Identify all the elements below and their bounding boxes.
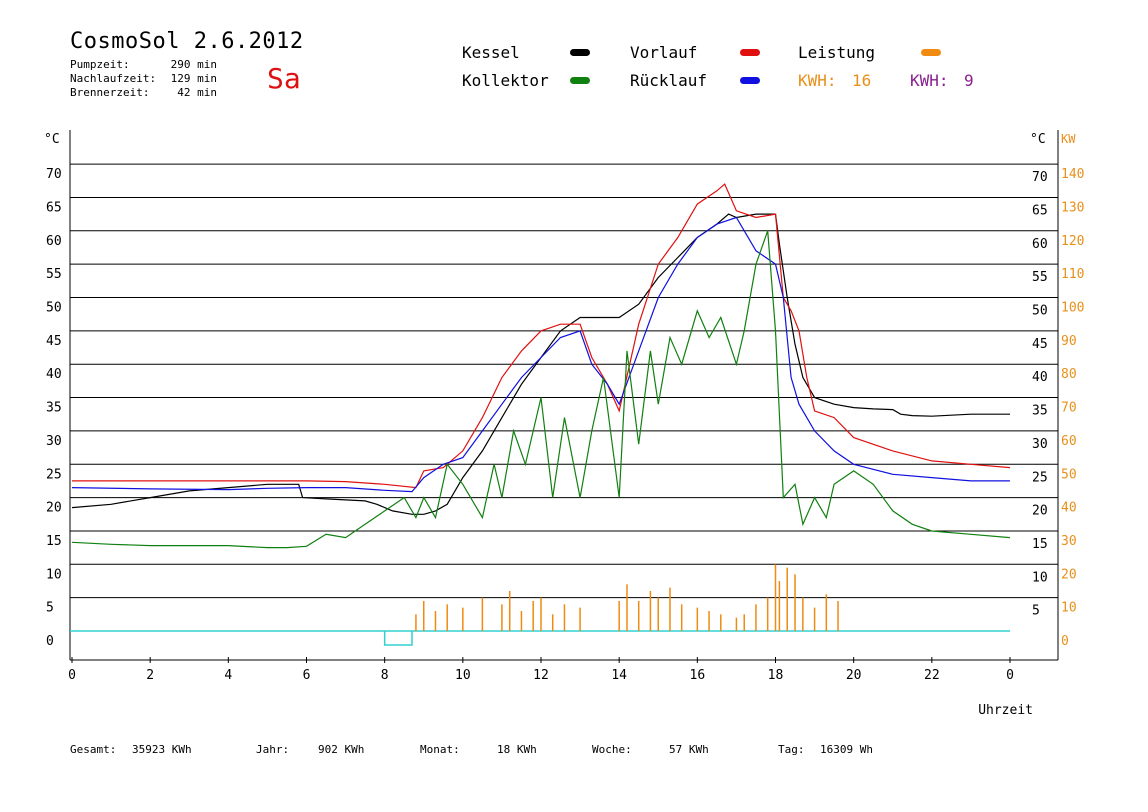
kw-unit-label: KW: [1061, 132, 1076, 146]
right-tick-15: 15: [1032, 537, 1048, 552]
left-tick-15: 15: [46, 534, 62, 549]
legend-ruecklauf-label: Rücklauf: [630, 71, 708, 90]
footer-gesamt-label: Gesamt:: [70, 743, 117, 756]
x-tick-0: 0: [68, 668, 76, 683]
x-tick-8: 16: [690, 668, 706, 683]
right-tick-35: 35: [1032, 404, 1048, 419]
kw-tick-90: 90: [1061, 334, 1077, 349]
left-tick-60: 60: [46, 234, 62, 249]
right-tick-20: 20: [1032, 504, 1048, 519]
legend-kessel-swatch: [570, 49, 590, 56]
right-tick-45: 45: [1032, 337, 1048, 352]
x-tick-11: 22: [924, 668, 940, 683]
burner-marker: [383, 631, 413, 646]
x-tick-10: 20: [846, 668, 862, 683]
left-tick-5: 5: [46, 601, 54, 616]
stat-brennerzeit-value: 42 min: [177, 86, 217, 99]
stat-pumpzeit-value: 290 min: [170, 58, 217, 71]
footer-jahr-label: Jahr:: [256, 743, 290, 756]
kw-tick-10: 10: [1061, 601, 1077, 616]
legend-leistung-label: Leistung: [798, 43, 876, 62]
footer-tag-value: 16309 Wh: [820, 743, 873, 756]
left-unit-label: °C: [44, 132, 60, 147]
footer-tag-label: Tag:: [778, 743, 805, 756]
kw-tick-100: 100: [1061, 301, 1084, 316]
legend-kollektor-label: Kollektor: [462, 71, 549, 90]
right-tick-25: 25: [1032, 470, 1048, 485]
left-tick-0: 0: [46, 634, 54, 649]
left-tick-55: 55: [46, 267, 62, 282]
kw-tick-80: 80: [1061, 367, 1077, 382]
right-tick-30: 30: [1032, 437, 1048, 452]
footer-monat-label: Monat:: [420, 743, 460, 756]
right-tick-55: 55: [1032, 270, 1048, 285]
weekday-label: Sa: [267, 62, 301, 95]
left-tick-35: 35: [46, 401, 62, 416]
left-tick-10: 10: [46, 567, 62, 582]
stat-pumpzeit-label: Pumpzeit:: [70, 58, 130, 71]
right-tick-65: 65: [1032, 203, 1048, 218]
kw-tick-70: 70: [1061, 401, 1077, 416]
series-vorlauf-line: [72, 183, 1011, 489]
kwh-second-value: 9: [964, 71, 974, 90]
footer-gesamt-value: 35923 KWh: [132, 743, 192, 756]
right-tick-50: 50: [1032, 304, 1048, 319]
stat-brennerzeit-label: Brennerzeit:: [70, 86, 150, 99]
x-axis-label: Uhrzeit: [978, 703, 1033, 718]
legend-vorlauf-label: Vorlauf: [630, 43, 698, 62]
legend-leistung-swatch: [921, 49, 941, 56]
right-tick-70: 70: [1032, 170, 1048, 185]
left-tick-20: 20: [46, 501, 62, 516]
left-tick-30: 30: [46, 434, 62, 449]
legend-ruecklauf-swatch: [740, 77, 760, 84]
left-tick-65: 65: [46, 200, 62, 215]
x-tick-3: 6: [303, 668, 311, 683]
left-tick-40: 40: [46, 367, 62, 382]
series-kessel-line: [71, 213, 1010, 515]
kw-tick-20: 20: [1061, 567, 1077, 582]
footer-woche-label: Woche:: [592, 743, 632, 756]
series-kollektor-line: [71, 230, 1011, 549]
footer-monat-value: 18 KWh: [497, 743, 537, 756]
left-tick-25: 25: [46, 467, 62, 482]
legend-kollektor-swatch: [570, 77, 590, 84]
stat-nachlaufzeit-label: Nachlaufzeit:: [70, 72, 157, 85]
kw-tick-60: 60: [1061, 434, 1077, 449]
x-tick-9: 18: [768, 668, 784, 683]
x-tick-6: 12: [533, 668, 549, 683]
kw-tick-110: 110: [1061, 267, 1084, 282]
x-tick-12: 0: [1006, 668, 1014, 683]
kwh-second-label: KWH:: [910, 71, 949, 90]
x-tick-2: 4: [224, 668, 232, 683]
left-tick-50: 50: [46, 301, 62, 316]
x-tick-7: 14: [611, 668, 627, 683]
right-unit-label: °C: [1030, 132, 1046, 147]
kw-tick-130: 130: [1061, 200, 1084, 215]
right-tick-5: 5: [1032, 604, 1040, 619]
right-tick-10: 10: [1032, 570, 1048, 585]
stat-nachlaufzeit-value: 129 min: [170, 72, 217, 85]
kw-tick-30: 30: [1061, 534, 1077, 549]
kwh-leistung-label: KWH:: [798, 71, 837, 90]
legend-vorlauf-swatch: [740, 49, 760, 56]
x-tick-5: 10: [455, 668, 471, 683]
left-tick-45: 45: [46, 334, 62, 349]
chart-title: CosmoSol 2.6.2012: [70, 29, 304, 54]
kwh-leistung-value: 16: [852, 71, 872, 90]
right-tick-40: 40: [1032, 370, 1048, 385]
footer-woche-value: 57 KWh: [669, 743, 709, 756]
right-tick-60: 60: [1032, 237, 1048, 252]
kw-tick-40: 40: [1061, 501, 1077, 516]
x-tick-1: 2: [146, 668, 154, 683]
footer-jahr-value: 902 KWh: [318, 743, 365, 756]
legend-kessel-label: Kessel: [462, 43, 520, 62]
left-tick-70: 70: [46, 167, 62, 182]
x-tick-4: 8: [381, 668, 389, 683]
series-r-cklauf-line: [71, 216, 1010, 493]
kw-tick-140: 140: [1061, 167, 1084, 182]
kw-tick-50: 50: [1061, 467, 1077, 482]
kw-tick-0: 0: [1061, 634, 1069, 649]
kw-tick-120: 120: [1061, 234, 1084, 249]
